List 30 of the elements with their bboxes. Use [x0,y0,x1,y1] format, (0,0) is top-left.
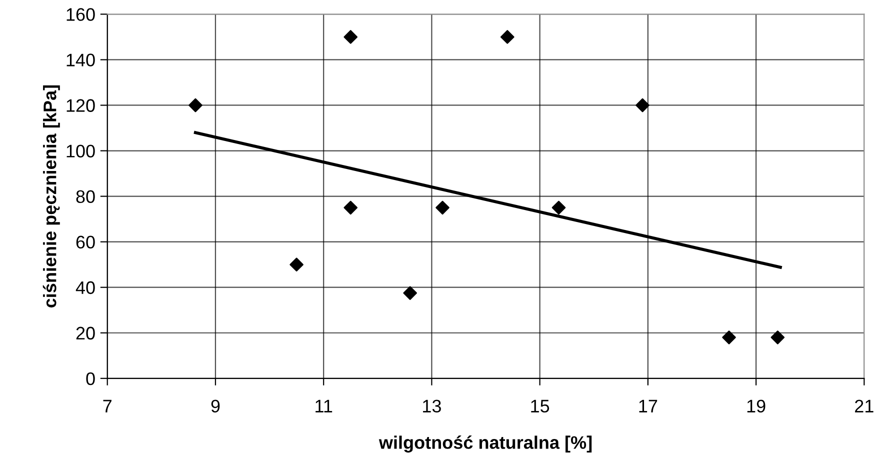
y-tick-label: 80 [76,190,95,204]
y-tick-label: 120 [66,99,95,112]
y-tick-label: 0 [86,372,95,386]
x-tick-label: 9 [211,400,220,412]
x-tick-label: 17 [639,400,658,412]
y-tick-label: 60 [76,236,95,249]
y-tick-label: 40 [76,281,95,294]
x-tick-label: 7 [103,400,112,412]
point [770,330,785,344]
y-tick-label: 100 [66,144,95,158]
point [403,286,417,300]
point [290,258,304,272]
x-tick-label: 19 [747,400,766,412]
x-axis-title: wilgotność naturalna [%] [378,436,592,453]
y-tick-label: 20 [76,326,95,340]
point [344,30,358,44]
point [722,330,736,344]
point [436,200,450,215]
point [188,98,202,112]
x-tick-label: 21 [855,400,874,412]
x-tick-label: 11 [316,400,332,412]
y-tick-label: 160 [66,8,95,21]
point [344,200,358,215]
x-tick-label: 13 [423,400,441,412]
y-tick-label: 140 [66,54,95,66]
point [500,30,514,44]
x-tick-label: 15 [531,400,550,412]
y-axis-title: ciśnienie pęcznienia [kPa] [42,85,60,308]
point [552,200,566,215]
point [636,98,650,112]
